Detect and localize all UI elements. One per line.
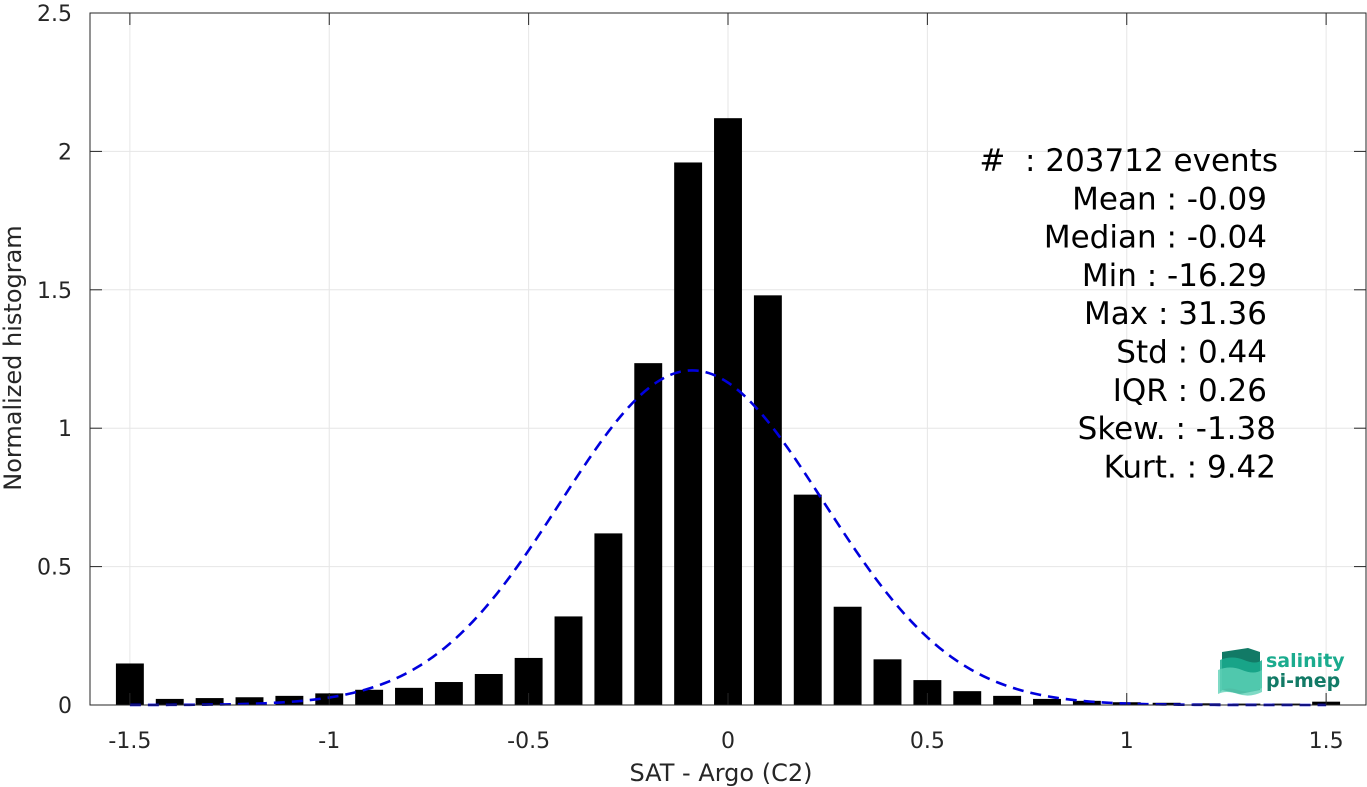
stat-value: : 9.42 [1177, 449, 1276, 485]
stat-value: : 0.26 [1168, 373, 1267, 409]
histogram-bar [1033, 698, 1061, 705]
stat-label: Kurt. [1104, 449, 1177, 485]
histogram-bar [1152, 702, 1181, 705]
x-tick-label: 0.5 [910, 729, 945, 754]
y-tick-labels: 0 0.5 1 1.5 2 2.5 [37, 2, 72, 719]
histogram-bar [434, 682, 463, 705]
x-tick-label: -1 [318, 729, 340, 754]
histogram-bar [714, 118, 742, 705]
histogram-bar [1192, 703, 1221, 705]
histogram-bar [355, 689, 384, 705]
x-tick-label: 0 [721, 729, 735, 754]
x-tick-label: 1 [1120, 729, 1134, 754]
histogram-bar [1072, 700, 1101, 705]
stat-line: Mean : -0.09 [1072, 181, 1267, 217]
stat-line: Std : 0.44 [1116, 335, 1267, 371]
stat-label: Mean [1072, 181, 1156, 217]
histogram-bar [474, 673, 503, 705]
stat-value: : -1.38 [1166, 411, 1276, 447]
histogram-bar [275, 695, 304, 705]
stat-line: Median : -0.04 [1044, 220, 1267, 256]
x-tick-label: -0.5 [507, 729, 550, 754]
histogram-bar [395, 687, 423, 705]
y-tick-label: 2.5 [37, 2, 72, 27]
histogram-bar [554, 616, 583, 705]
stat-label: IQR [1113, 373, 1168, 409]
histogram-bar [195, 698, 224, 705]
stat-value: : -0.04 [1157, 220, 1267, 256]
histogram-bar [594, 533, 623, 705]
histogram-bar [793, 494, 822, 705]
x-tick-label: 1.5 [1309, 729, 1344, 754]
stat-value: : -16.29 [1137, 258, 1267, 294]
stat-line: # : 203712 events [979, 143, 1278, 179]
histogram-bar [674, 162, 703, 706]
stat-label: Min [1082, 258, 1137, 294]
stat-value: : 0.44 [1168, 335, 1267, 371]
histogram-bar [235, 697, 264, 705]
y-axis-label: Normalized histogram [0, 225, 27, 490]
y-tick-label: 0 [58, 694, 72, 719]
x-tick-labels: -1.5 -1 -0.5 0 0.5 1 1.5 [108, 729, 1343, 754]
stat-line: Skew. : -1.38 [1078, 411, 1276, 447]
stat-line: Max : 31.36 [1084, 296, 1267, 332]
histogram-bar [155, 698, 184, 705]
stat-value: : 31.36 [1148, 296, 1267, 332]
logo-line2: pi-mep [1266, 670, 1340, 692]
axis-ticks [90, 12, 1366, 706]
y-tick-label: 1 [58, 417, 72, 442]
x-tick-label: -1.5 [108, 729, 151, 754]
histogram-bar [833, 606, 862, 705]
stat-label: # [979, 143, 1005, 179]
stat-value: : 203712 events [1005, 143, 1278, 179]
histogram-bar [873, 659, 902, 705]
histogram-bar [753, 295, 782, 705]
y-tick-label: 0.5 [37, 556, 72, 581]
stat-line: Kurt. : 9.42 [1104, 449, 1276, 485]
y-tick-label: 2 [58, 140, 72, 165]
stat-label: Max [1084, 296, 1148, 332]
salinity-pi-mep-logo: salinity pi-mep [1218, 648, 1345, 696]
stat-label: Median [1044, 220, 1157, 256]
stat-line: Min : -16.29 [1082, 258, 1267, 294]
x-axis-label: SAT - Argo (C2) [630, 759, 813, 787]
wave-logo-icon [1218, 648, 1262, 696]
histogram-bar [993, 695, 1022, 705]
logo-line1: salinity [1266, 650, 1345, 672]
stat-label: Std [1116, 335, 1168, 371]
y-tick-label: 1.5 [37, 279, 72, 304]
stat-label: Skew. [1078, 411, 1166, 447]
histogram-bar [634, 363, 663, 705]
stat-value: : -0.09 [1157, 181, 1267, 217]
stat-line: IQR : 0.26 [1113, 373, 1267, 409]
histogram-bar [953, 691, 982, 705]
